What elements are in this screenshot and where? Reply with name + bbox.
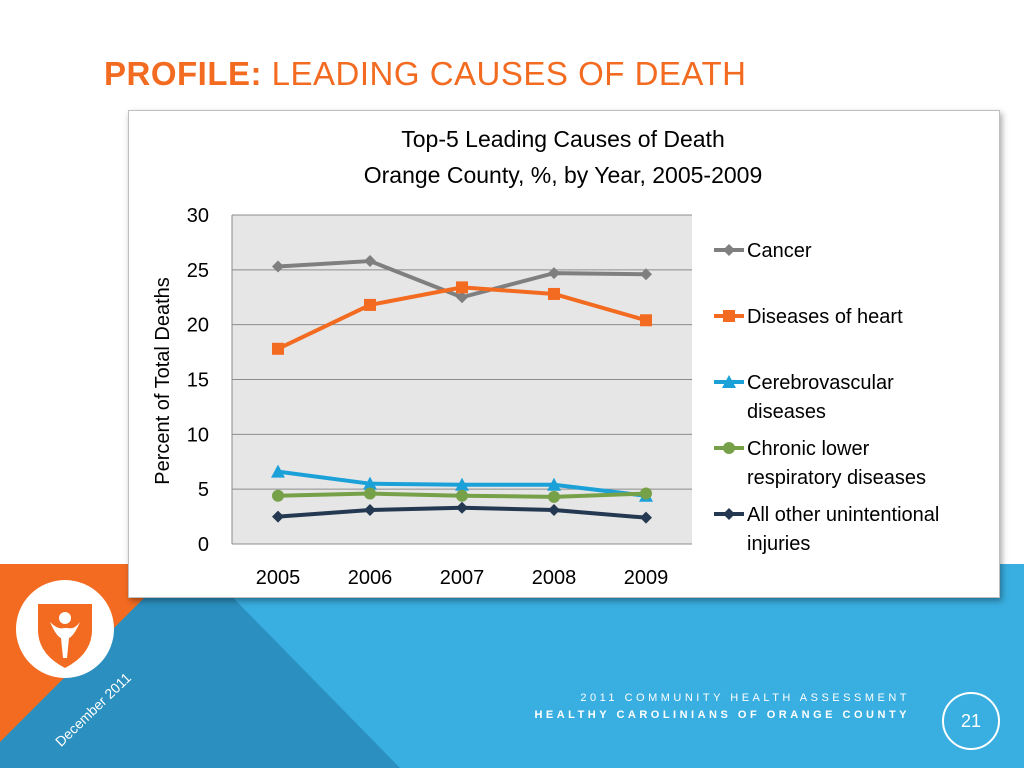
data-point-diseases-of-heart [640,314,652,327]
y-tick-label: 15 [187,370,209,392]
chart-card: Top-5 Leading Causes of Death Orange Cou… [128,110,1000,598]
chart-title-line2: Orange County, %, by Year, 2005-2009 [364,162,763,188]
y-tick-label: 30 [187,205,209,227]
data-point-all-other-unintentional-injuries [456,501,468,514]
data-point-cancer [640,268,652,281]
legend-marker-diseases-of-heart [723,310,735,322]
legend-marker-cancer [723,244,735,256]
data-point-cerebrovascular-diseases [363,476,377,490]
data-point-diseases-of-heart [456,281,468,294]
footer: 2011 COMMUNITY HEALTH ASSESSMENT HEALTHY… [534,690,910,724]
data-point-diseases-of-heart [548,287,560,300]
y-tick-label: 10 [187,424,209,446]
data-point-chronic-lower-respiratory-diseases [640,487,652,500]
y-tick-label: 25 [187,260,209,282]
x-tick-label: 2009 [624,567,669,589]
legend-marker-cerebrovascular-diseases [722,375,736,388]
y-tick-label: 0 [198,534,209,556]
data-point-cancer [364,255,376,268]
legend-label-cancer: Cancer [747,240,812,262]
legend-label-chronic-lower-respiratory-diseases: Chronic lower respiratory diseases [747,438,926,489]
y-tick-label: 20 [187,315,209,337]
y-axis-label: Percent of Total Deaths [152,277,174,485]
data-point-diseases-of-heart [272,342,284,355]
legend-label-diseases-of-heart: Diseases of heart [747,306,903,328]
data-point-cerebrovascular-diseases [271,464,285,478]
x-tick-label: 2006 [348,567,393,589]
data-point-chronic-lower-respiratory-diseases [548,490,560,503]
data-point-cancer [272,260,284,273]
data-point-cerebrovascular-diseases [455,477,469,491]
x-tick-label: 2005 [256,567,301,589]
data-point-cerebrovascular-diseases [547,477,561,491]
title-prefix: PROFILE: [104,55,262,92]
data-point-cancer [548,267,560,280]
legend-marker-all-other-unintentional-injuries [723,508,735,520]
data-point-chronic-lower-respiratory-diseases [364,487,376,500]
data-point-all-other-unintentional-injuries [272,510,284,523]
legend-label-all-other-unintentional-injuries: All other unintentional injuries [747,504,939,555]
page-number: 21 [942,692,1000,750]
x-tick-label: 2008 [532,567,577,589]
footer-line1: 2011 COMMUNITY HEALTH ASSESSMENT [580,692,910,704]
data-point-chronic-lower-respiratory-diseases [456,489,468,502]
slide-title: PROFILE: LEADING CAUSES OF DEATH [104,52,746,96]
data-point-all-other-unintentional-injuries [548,504,560,517]
legend-label-cerebrovascular-diseases: Cerebrovascular diseases [747,372,894,423]
data-point-all-other-unintentional-injuries [364,504,376,517]
legend-marker-chronic-lower-respiratory-diseases [723,442,735,454]
healthy-carolinians-logo [16,580,114,678]
data-point-diseases-of-heart [364,298,376,311]
footer-line2: HEALTHY CAROLINIANS OF ORANGE COUNTY [534,709,910,721]
data-point-chronic-lower-respiratory-diseases [272,489,284,502]
data-point-all-other-unintentional-injuries [640,511,652,524]
data-point-cancer [456,291,468,304]
y-tick-label: 5 [198,479,209,501]
line-chart: Top-5 Leading Causes of Death Orange Cou… [152,126,939,589]
chart-title-line1: Top-5 Leading Causes of Death [401,126,725,152]
x-tick-label: 2007 [440,567,485,589]
title-rest: LEADING CAUSES OF DEATH [262,55,747,92]
